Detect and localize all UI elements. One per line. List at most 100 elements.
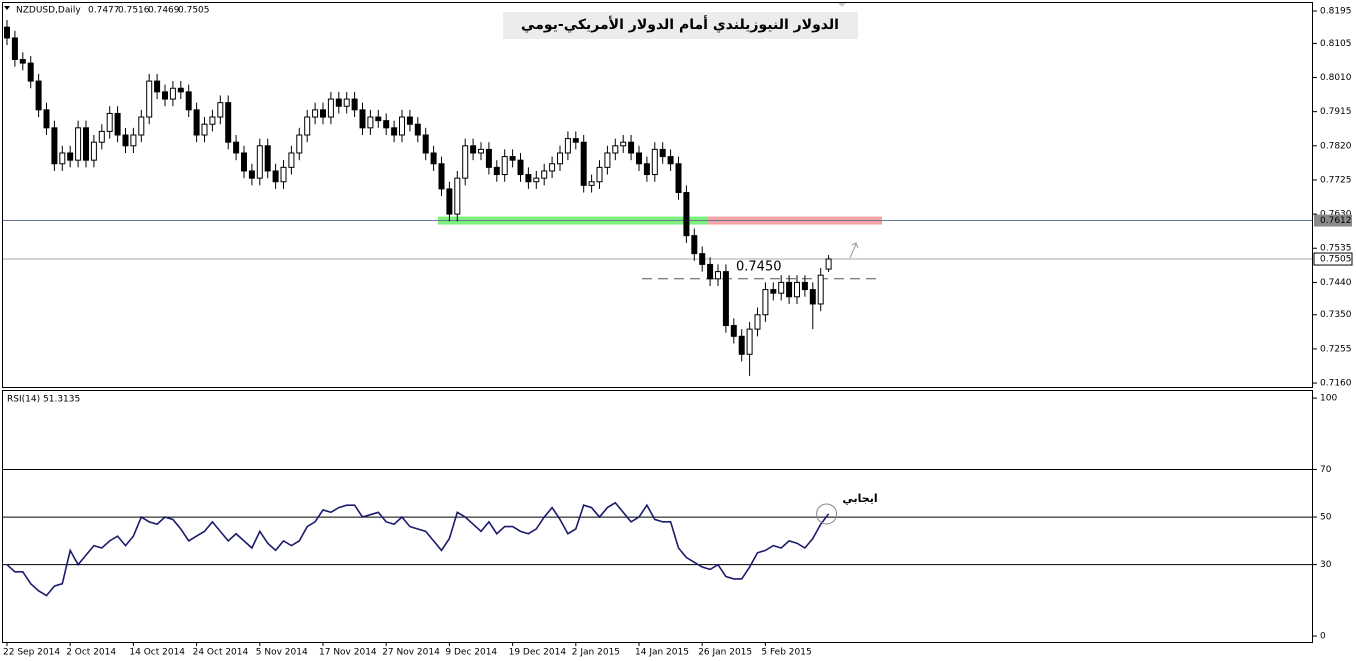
- menu-arrow: [4, 6, 10, 10]
- candle-body: [801, 281, 808, 291]
- candle-body: [501, 156, 508, 176]
- low-value: 0.7469: [148, 6, 180, 16]
- candle-body: [75, 127, 82, 161]
- candle-body: [288, 152, 295, 168]
- candle-body: [217, 102, 224, 118]
- y-tick-label: 0.7820: [1320, 141, 1352, 151]
- rsi-panel: [2, 390, 1313, 643]
- x-tick-label: 9 Dec 2014: [445, 648, 497, 658]
- level-label: 0.7450: [736, 259, 782, 274]
- candle-body: [422, 134, 429, 154]
- candle-body: [114, 112, 121, 136]
- candle-body: [699, 253, 706, 265]
- x-tick-label: 2 Jan 2015: [572, 648, 620, 658]
- candle-body: [256, 145, 263, 179]
- candle-body: [691, 235, 698, 255]
- y-tick-label: 70: [1320, 465, 1332, 475]
- candle-body: [612, 145, 619, 154]
- candle-body: [43, 109, 50, 129]
- candle-body: [707, 263, 714, 280]
- candle-body: [367, 116, 374, 129]
- candle-body: [320, 109, 326, 118]
- candle-body: [809, 289, 816, 305]
- candle-body: [11, 37, 18, 61]
- candle-body: [327, 98, 334, 118]
- price-box: [1313, 252, 1353, 266]
- candle-body: [122, 134, 129, 147]
- candle-body: [572, 138, 579, 143]
- candle-body: [628, 141, 635, 154]
- x-tick-label: 5 Feb 2015: [761, 648, 811, 658]
- candle-body: [564, 138, 571, 154]
- candle-body: [375, 116, 382, 122]
- y-tick-label: 50: [1320, 513, 1332, 523]
- chart-title: الدولار النيوزيلندي أمام الدولار الأمريك…: [521, 15, 839, 34]
- candle-body: [59, 152, 66, 165]
- y-tick-label: 30: [1320, 560, 1332, 570]
- candle-body: [659, 148, 666, 158]
- candle-body: [643, 163, 650, 176]
- candle-body: [106, 112, 113, 132]
- price-label: 0.7505: [1320, 255, 1352, 265]
- candle-body: [493, 166, 500, 176]
- candle-body: [19, 59, 26, 64]
- candle-body: [177, 87, 184, 93]
- y-tick-label: 0.8105: [1320, 39, 1352, 49]
- candle-body: [604, 152, 611, 168]
- candle-body: [185, 91, 192, 111]
- candle-body: [525, 174, 532, 183]
- candle-body: [588, 181, 595, 186]
- candle-body: [146, 80, 153, 118]
- candle-body: [730, 325, 737, 337]
- candle-body: [359, 109, 366, 129]
- candle-body: [241, 152, 247, 172]
- rsi-line: [6, 501, 830, 597]
- y-tick-label: 0.7350: [1320, 310, 1352, 320]
- candle-body: [312, 109, 319, 118]
- x-tick-label: 2 Oct 2014: [66, 648, 116, 658]
- candle-body: [154, 80, 161, 93]
- candle-body: [478, 148, 484, 154]
- candle-body: [794, 281, 800, 298]
- candle-body: [438, 163, 445, 190]
- symbol: NZDUSD,Daily: [16, 6, 81, 16]
- y-tick-label: 0.7915: [1320, 107, 1352, 117]
- candle-body: [35, 80, 42, 111]
- y-tick-label: 0.7440: [1320, 278, 1352, 288]
- rsi-title: RSI(14): [7, 395, 40, 405]
- candle-body: [446, 188, 453, 215]
- price-box: [1314, 214, 1352, 227]
- candle-body: [533, 177, 540, 183]
- x-tick-label: 22 Sep 2014: [3, 648, 60, 658]
- candle-body: [351, 98, 358, 111]
- candle-body: [470, 145, 477, 154]
- candle-body: [98, 130, 105, 143]
- y-tick-label: 0.8195: [1320, 6, 1352, 16]
- candle-body: [580, 141, 587, 186]
- x-tick-label: 24 Oct 2014: [193, 648, 249, 658]
- candle-body: [667, 156, 674, 165]
- rsi-annotation: ايجابي: [842, 492, 877, 505]
- candle-body: [272, 170, 279, 183]
- candle-body: [817, 274, 824, 305]
- candle-body: [762, 289, 769, 316]
- candle-body: [715, 271, 721, 280]
- price-panel: [2, 2, 1313, 388]
- candle-body: [825, 258, 832, 270]
- candle-body: [651, 148, 658, 176]
- candle-body: [201, 123, 208, 136]
- candle-body: [233, 141, 240, 154]
- candle-body: [391, 127, 398, 136]
- candle-body: [90, 141, 97, 161]
- shift-marker: [838, 3, 846, 7]
- candle-body: [414, 123, 421, 136]
- candle-body: [335, 98, 342, 107]
- x-tick-label: 17 Nov 2014: [319, 648, 377, 658]
- y-tick-label: 0.7160: [1320, 379, 1352, 389]
- candle-body: [738, 335, 745, 355]
- open-value: 0.7477: [88, 6, 120, 16]
- x-tick-label: 26 Jan 2015: [698, 648, 752, 658]
- candle-body: [778, 281, 785, 294]
